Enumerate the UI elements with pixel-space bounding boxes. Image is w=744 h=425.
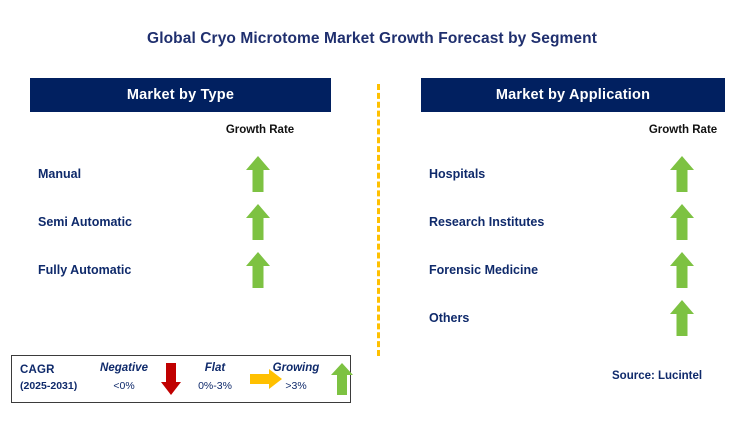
panel-header-market-by-type: Market by Type [30, 78, 331, 112]
segment-label: Semi Automatic [38, 215, 133, 229]
arrow-up-icon [245, 251, 271, 289]
growth-rate-header-right: Growth Rate [648, 124, 718, 136]
legend-value-negative: <0% [113, 380, 135, 392]
legend-item-flat: Flat 0%-3% [184, 362, 246, 392]
table-row[interactable]: Manual [30, 150, 331, 198]
arrow-up-icon [245, 155, 271, 193]
cagr-period: (2025-2031) [20, 379, 78, 392]
panel-market-by-application: Market by Application Growth Rate Hospit… [421, 78, 725, 336]
growth-rate-header-left: Growth Rate [225, 124, 295, 136]
arrow-up-icon [330, 362, 354, 396]
segment-rows-right: Hospitals Research Institutes Forensic M… [421, 150, 725, 342]
legend-item-negative: Negative <0% [91, 362, 157, 392]
arrow-up-icon [669, 203, 695, 241]
arrow-right-icon [249, 368, 283, 390]
arrow-up-icon [245, 203, 271, 241]
arrow-up-icon [669, 155, 695, 193]
cagr-legend: CAGR (2025-2031) Negative <0% Flat 0%-3% [11, 355, 354, 403]
segment-label: Research Institutes [429, 215, 545, 229]
segment-label: Others [429, 311, 470, 325]
legend-label-growing: Growing [272, 362, 320, 374]
cagr-title: CAGR [20, 364, 55, 376]
legend-value-flat: 0%-3% [198, 380, 232, 392]
table-row[interactable]: Fully Automatic [30, 246, 331, 294]
legend-item-growing: Growing >3% [263, 362, 329, 392]
legend-label-negative: Negative [100, 362, 148, 374]
arrow-up-icon [669, 251, 695, 289]
legend-value-growing: >3% [285, 380, 307, 392]
table-row[interactable]: Forensic Medicine [421, 246, 725, 294]
source-attribution: Source: Lucintel [612, 370, 703, 382]
segment-label: Hospitals [429, 167, 486, 181]
arrow-down-icon [160, 362, 182, 396]
panel-market-by-type: Market by Type Growth Rate Manual Semi A… [30, 78, 331, 288]
table-row[interactable]: Semi Automatic [30, 198, 331, 246]
table-row[interactable]: Others [421, 294, 725, 342]
cagr-label-block: CAGR (2025-2031) [20, 363, 77, 393]
legend-label-flat: Flat [204, 362, 226, 374]
page-title: Global Cryo Microtome Market Growth Fore… [147, 30, 597, 47]
table-row[interactable]: Hospitals [421, 150, 725, 198]
arrow-up-icon [669, 299, 695, 337]
segment-label: Manual [38, 167, 82, 181]
vertical-dashed-divider [377, 84, 380, 356]
table-row[interactable]: Research Institutes [421, 198, 725, 246]
segment-label: Forensic Medicine [429, 263, 539, 277]
segment-rows-left: Manual Semi Automatic Fully Automatic [30, 150, 331, 294]
segment-label: Fully Automatic [38, 263, 132, 277]
panel-header-market-by-application: Market by Application [421, 78, 725, 112]
